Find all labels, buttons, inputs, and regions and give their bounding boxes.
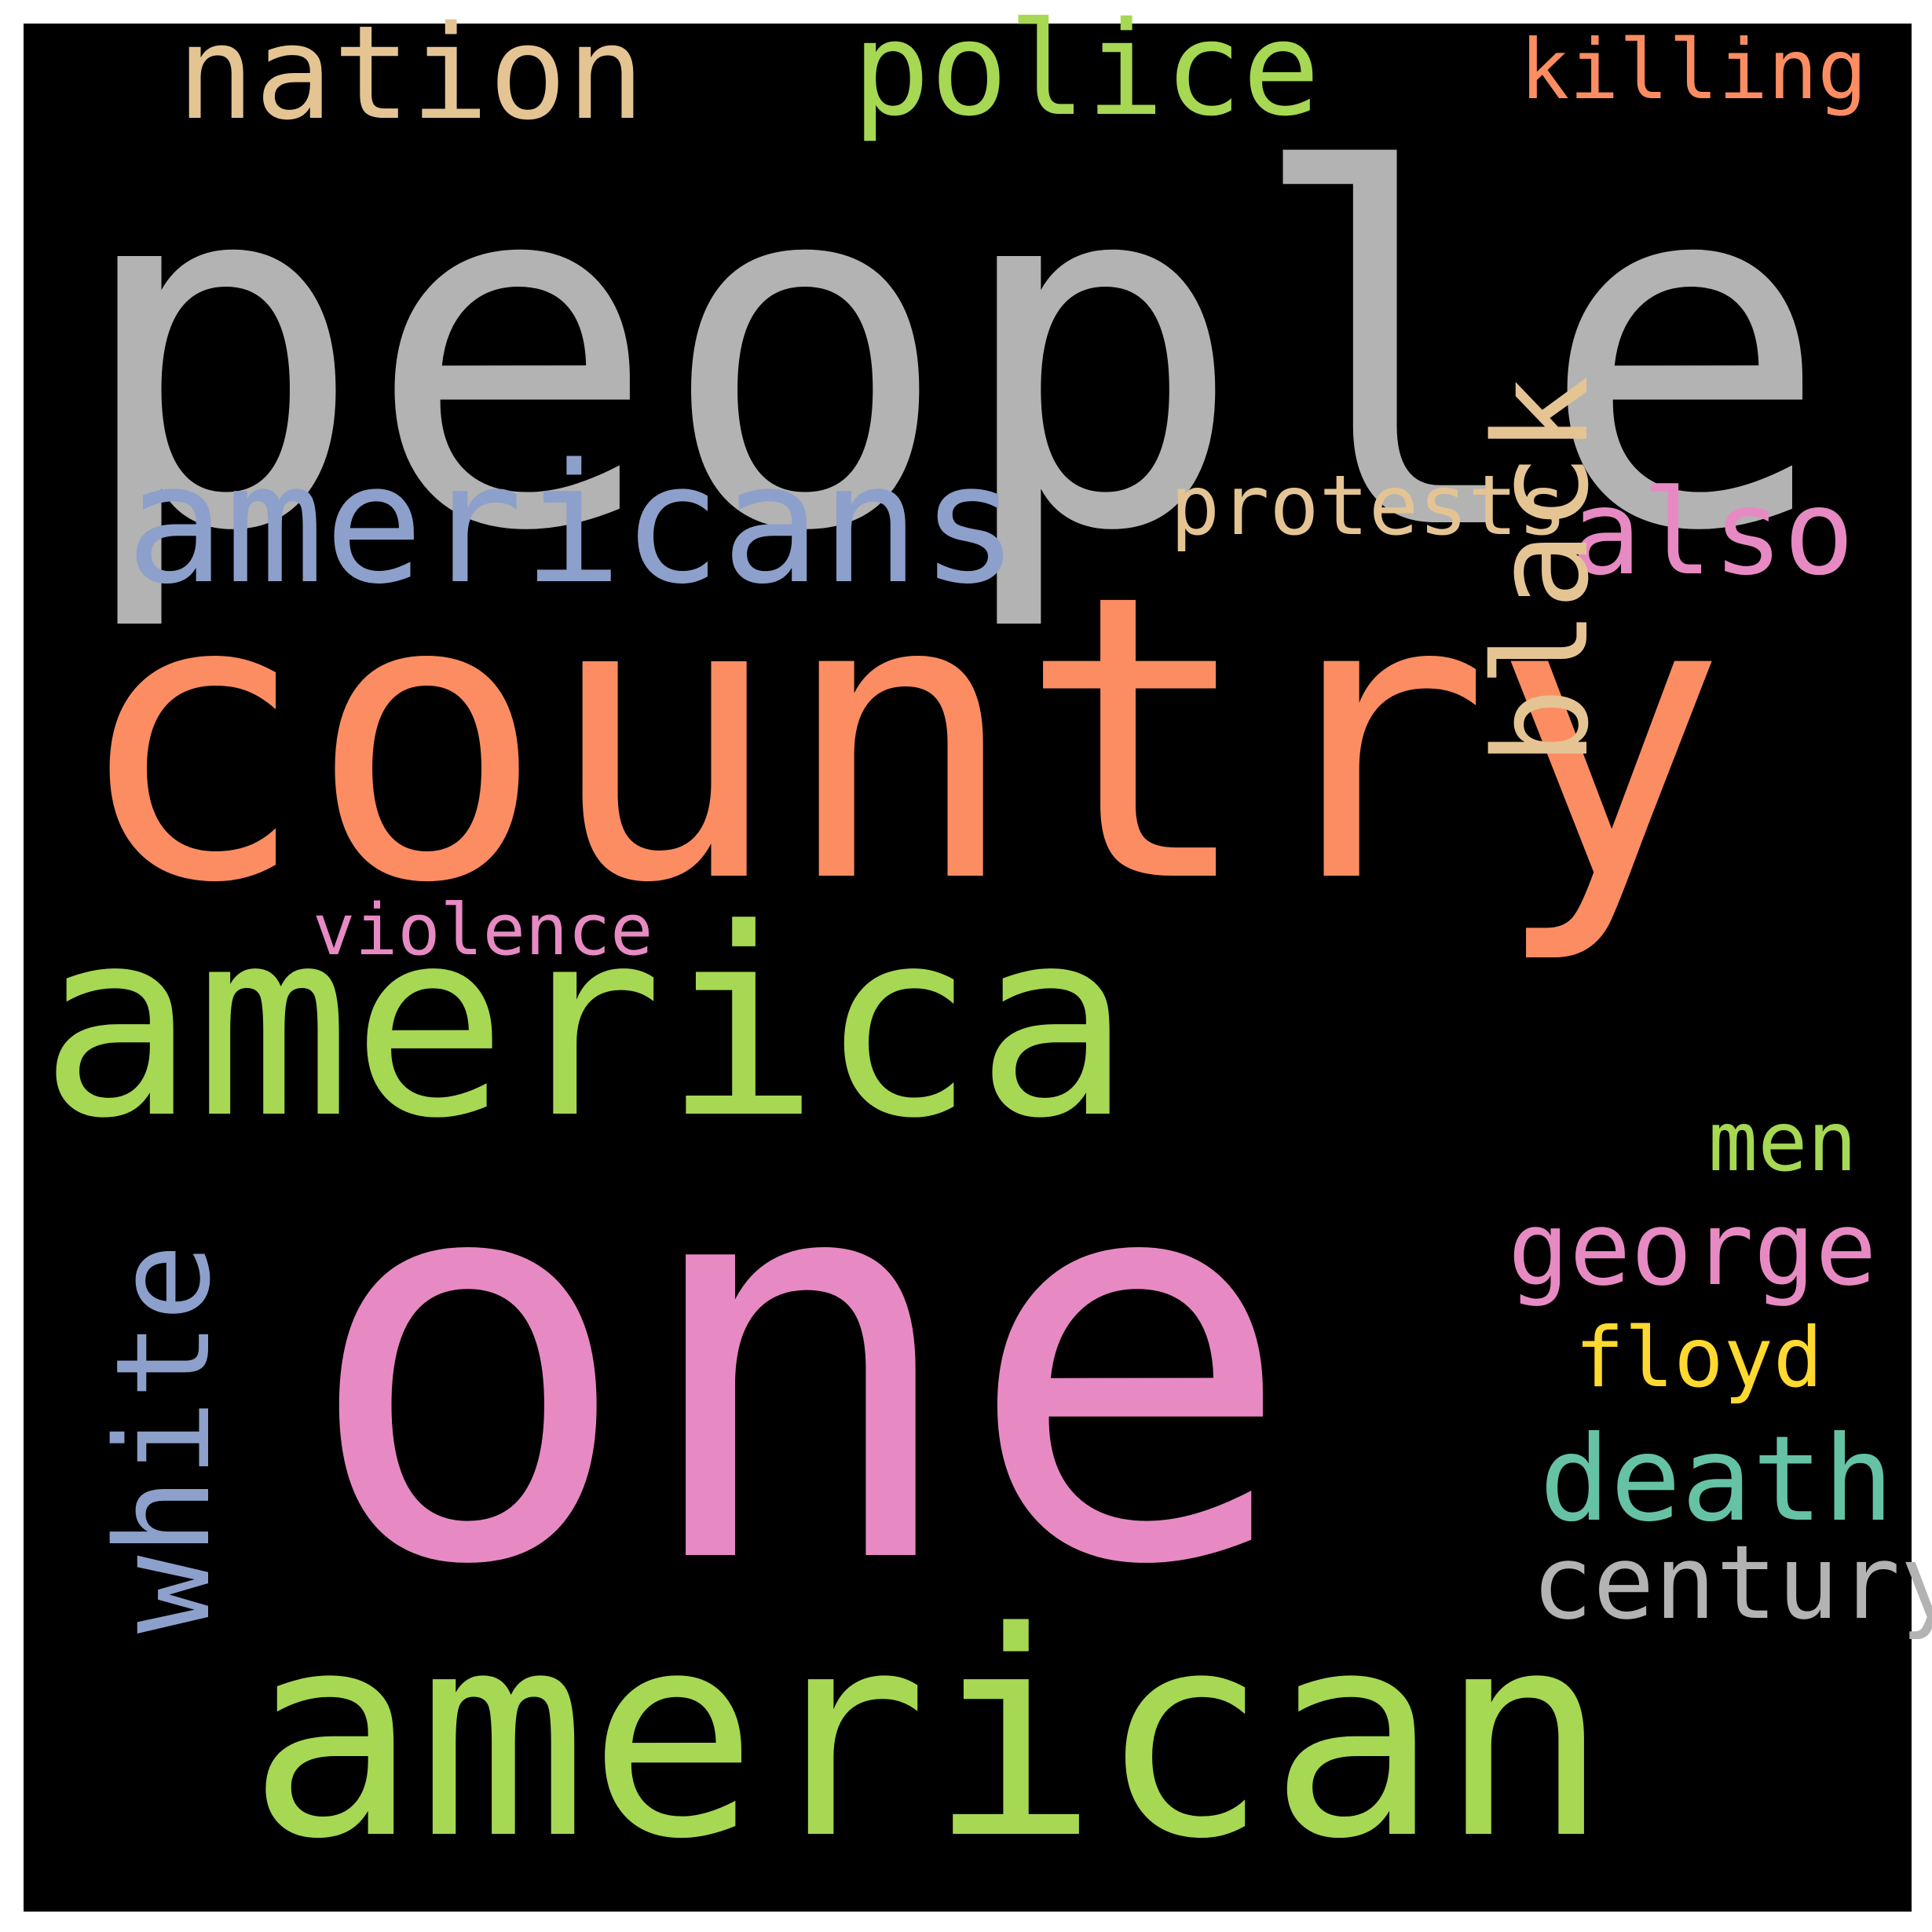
word-george: george	[1508, 1189, 1877, 1308]
word-death: death	[1539, 1411, 1894, 1548]
word-americans: americans	[126, 428, 1019, 620]
word-people: people	[72, 71, 1831, 638]
word-killing: killing	[1520, 22, 1868, 118]
word-america: america	[39, 873, 1132, 1175]
word-men: men	[1708, 1094, 1857, 1190]
word-police: police	[852, 0, 1320, 145]
word-violence: violence	[313, 889, 653, 971]
word-country: country	[72, 511, 1727, 968]
word-white: white	[88, 1243, 239, 1634]
word-american: american	[247, 1572, 1609, 1901]
word-floyd: floyd	[1575, 1310, 1823, 1406]
word-also: also	[1571, 465, 1854, 602]
word-nation: nation	[177, 0, 645, 148]
cloud-background	[24, 24, 1912, 1912]
word-black: black	[1466, 375, 1617, 766]
word-protests: protests	[1170, 458, 1568, 554]
word-one: one	[302, 1045, 1295, 1685]
word-century: century	[1531, 1523, 1932, 1642]
